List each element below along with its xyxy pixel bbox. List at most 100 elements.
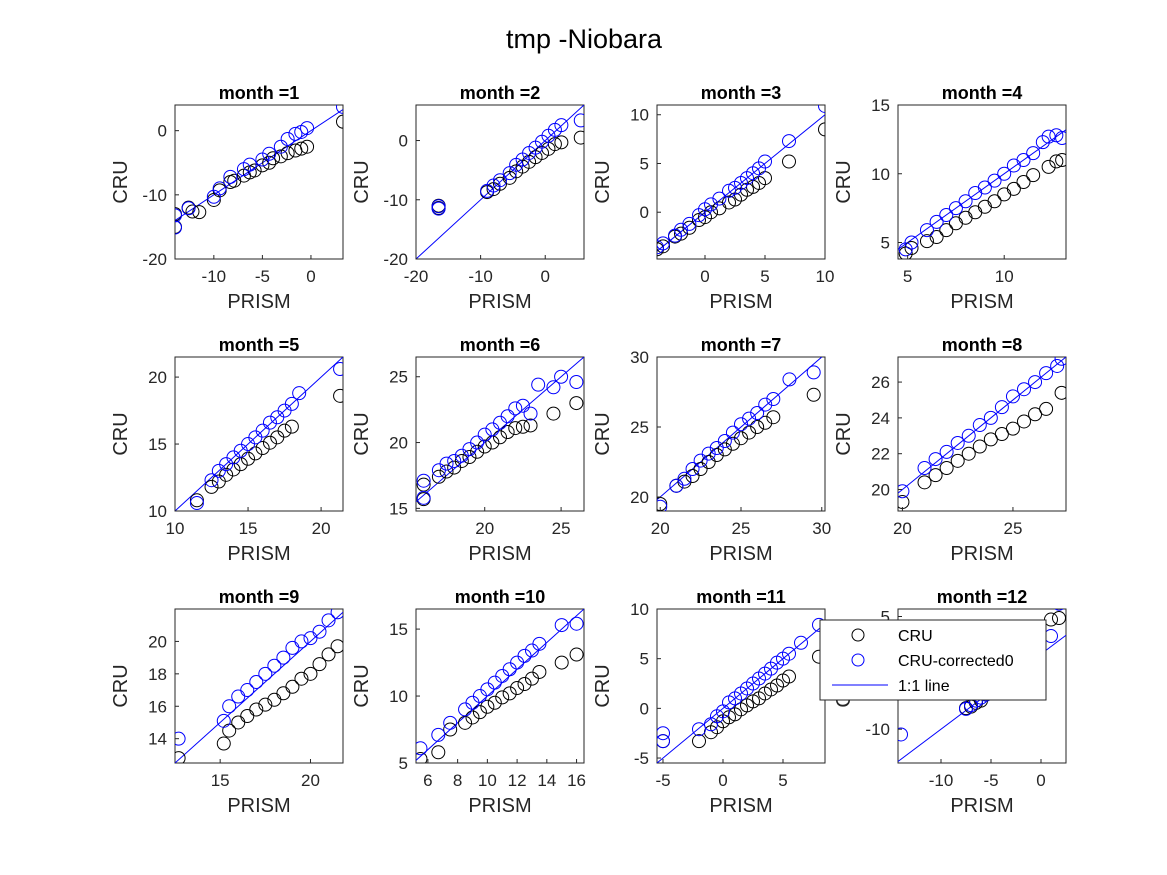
cru-point xyxy=(248,446,263,461)
cru-point xyxy=(189,493,204,508)
cru-point xyxy=(987,194,1002,209)
one-to-one-line xyxy=(898,129,1066,250)
corrected-point xyxy=(987,173,1002,188)
data-points xyxy=(175,609,343,763)
corrected-point xyxy=(929,214,944,229)
data-points xyxy=(657,617,825,749)
axes-box xyxy=(174,104,344,260)
x-axis-label: PRISM xyxy=(950,795,1013,817)
y-tick-label: -20 xyxy=(142,250,167,269)
corrected-point xyxy=(470,435,485,450)
corrected-point xyxy=(212,181,227,196)
subplot-1: -10 -5 0 -20 -10 0 month =1 PRISM CRU xyxy=(110,83,344,313)
cru-point xyxy=(1041,159,1056,174)
corrected-point xyxy=(818,105,825,113)
corrected-point xyxy=(725,425,740,440)
y-tick-label: 14 xyxy=(148,730,167,749)
x-tick-label: 10 xyxy=(995,267,1014,286)
cru-point xyxy=(515,419,530,434)
cru-point xyxy=(742,425,757,440)
corrected-point xyxy=(554,618,569,633)
corrected-point xyxy=(939,208,954,222)
corrected-point xyxy=(758,154,772,169)
data-points xyxy=(416,616,584,763)
x-axis-label: PRISM xyxy=(227,291,290,313)
x-axis-label: PRISM xyxy=(468,543,531,565)
corrected-point xyxy=(493,173,507,188)
cru-point xyxy=(766,410,781,425)
x-tick-label: -5 xyxy=(655,771,670,790)
corrected-point xyxy=(657,734,670,749)
legend-marker-corrected xyxy=(851,653,865,667)
corrected-point xyxy=(997,166,1012,181)
y-axis-label: CRU xyxy=(833,412,855,455)
corrected-point xyxy=(262,415,277,430)
corrected-point xyxy=(288,126,303,141)
corrected-point xyxy=(431,201,446,216)
corrected-point xyxy=(742,411,757,426)
legend: CRU CRU-corrected0 1:1 line xyxy=(819,619,1047,701)
corrected-point xyxy=(517,648,532,663)
y-tick-label: 25 xyxy=(389,368,408,387)
cru-point xyxy=(185,204,200,219)
corrected-point xyxy=(972,418,987,433)
subplot-9: 15 20 14 16 18 20 month =9 PRISM CRU xyxy=(110,587,344,817)
corrected-point xyxy=(959,701,973,716)
cru-point xyxy=(495,690,510,705)
cru-point xyxy=(273,149,288,164)
corrected-point xyxy=(573,113,584,128)
cru-point xyxy=(734,431,748,446)
cru-point xyxy=(725,436,740,451)
axes-box xyxy=(174,608,344,764)
corrected-point xyxy=(1039,366,1054,381)
x-axis-label: PRISM xyxy=(227,795,290,817)
y-tick-label: 5 xyxy=(881,234,890,253)
cru-point xyxy=(443,722,458,737)
cru-point xyxy=(508,421,523,436)
corrected-point xyxy=(782,134,796,149)
corrected-point xyxy=(569,375,584,390)
cru-point xyxy=(219,467,234,482)
subplot-8: 20 25 20 22 24 26 month =8 PRISM CRU xyxy=(833,335,1067,565)
cru-point xyxy=(677,474,692,489)
y-tick-label: 30 xyxy=(630,348,649,367)
y-tick-label: 20 xyxy=(148,368,167,387)
corrected-point xyxy=(240,683,255,698)
corrected-point xyxy=(554,118,569,133)
cru-point xyxy=(477,439,492,454)
cru-point xyxy=(294,671,309,686)
corrected-point xyxy=(682,216,697,231)
x-tick-label: 25 xyxy=(732,519,751,538)
subplot-title: month =9 xyxy=(219,587,300,607)
cru-point xyxy=(294,141,309,156)
corrected-point xyxy=(806,365,821,380)
cru-point xyxy=(300,139,315,154)
cru-point xyxy=(919,234,934,249)
corrected-point xyxy=(249,674,264,689)
cru-point xyxy=(465,710,480,725)
corrected-point xyxy=(794,635,808,650)
data-points xyxy=(431,113,584,216)
corrected-point xyxy=(336,105,343,114)
corrected-point xyxy=(734,417,748,432)
corrected-point xyxy=(758,397,773,412)
subplot-title: month =5 xyxy=(219,335,300,355)
cru-point xyxy=(247,163,262,178)
cru-point xyxy=(682,220,697,235)
y-tick-label: 15 xyxy=(389,620,408,639)
x-tick-label: -5 xyxy=(983,771,998,790)
y-tick-label: 25 xyxy=(630,418,649,437)
cru-point xyxy=(685,469,700,483)
x-tick-label: -10 xyxy=(202,267,227,286)
cru-point xyxy=(226,462,241,477)
corrected-point xyxy=(1035,135,1050,150)
cru-point xyxy=(972,439,987,454)
x-tick-label: 0 xyxy=(540,267,549,286)
y-axis-label: CRU xyxy=(110,160,132,203)
y-axis-label: CRU xyxy=(110,412,132,455)
corrected-point xyxy=(439,456,454,471)
corrected-point xyxy=(939,444,954,459)
cru-point xyxy=(750,420,765,434)
corrected-point xyxy=(812,617,825,632)
